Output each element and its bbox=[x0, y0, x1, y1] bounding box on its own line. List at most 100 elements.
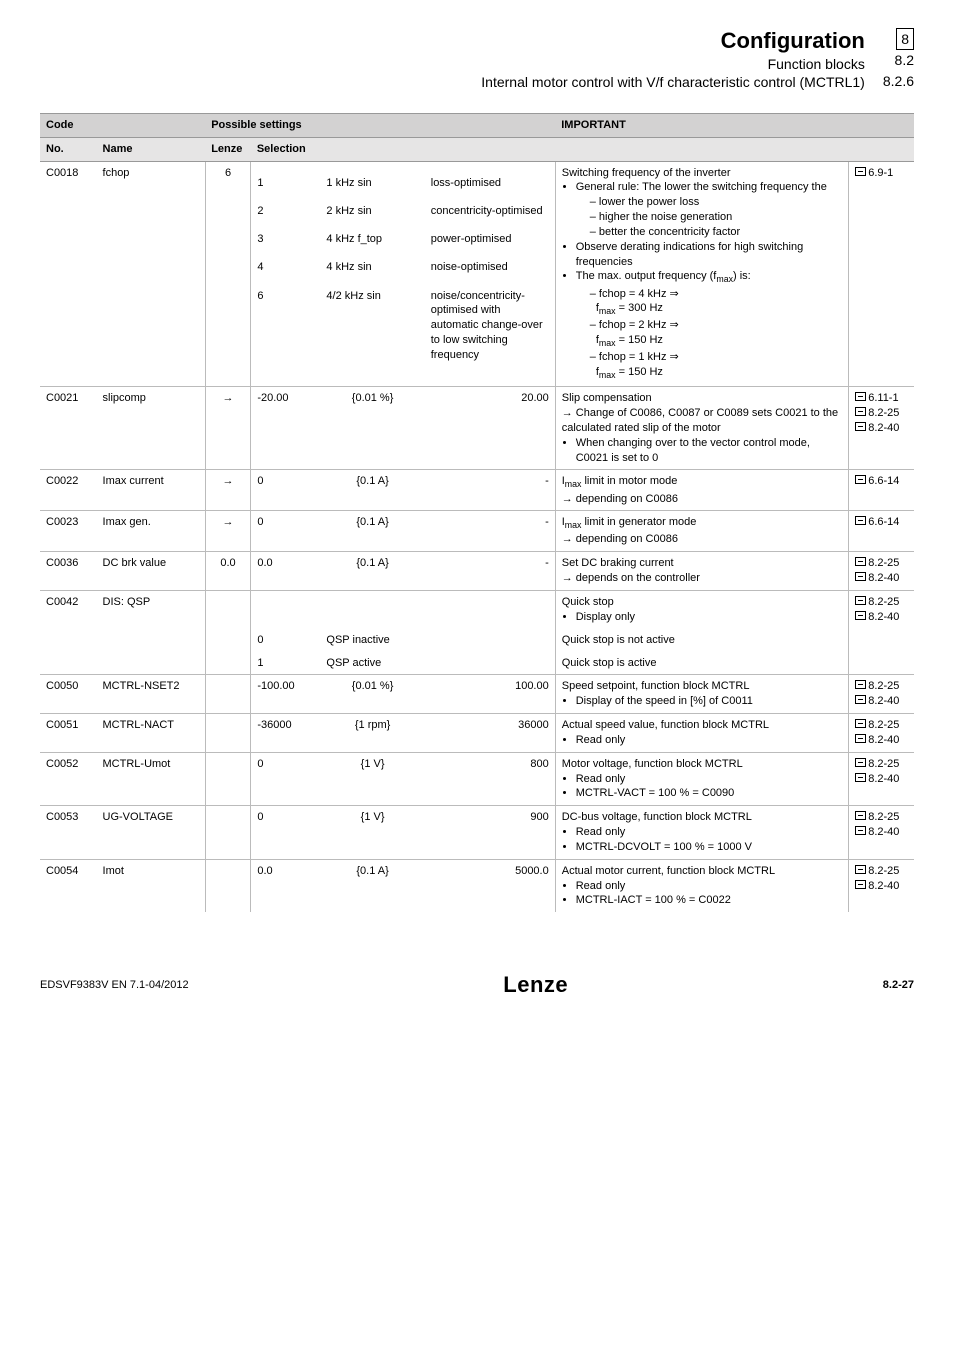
cell-no: C0023 bbox=[40, 511, 97, 552]
cell-sel-step: {1 V} bbox=[320, 752, 424, 806]
cell-sel-min: 0.0 bbox=[251, 859, 321, 912]
cell-sel-min: 0.0 bbox=[251, 552, 321, 591]
ref-link[interactable]: 6.6-14 bbox=[868, 475, 899, 487]
cell-sel-n: 2 bbox=[251, 200, 321, 228]
cell-no: C0050 bbox=[40, 675, 97, 714]
book-icon bbox=[855, 865, 866, 874]
cell-lenze: 6 bbox=[205, 161, 251, 387]
cell-ref: 6.11-1 8.2-25 8.2-40 bbox=[849, 387, 914, 470]
imp-bullet: MCTRL-IACT = 100 % = C0022 bbox=[576, 893, 842, 908]
cell-important: Imax limit in generator mode → depending… bbox=[555, 511, 848, 552]
cell-sel-max: 36000 bbox=[425, 714, 555, 753]
cell-important: Switching frequency of the inverter Gene… bbox=[555, 161, 848, 387]
imp-top: Switching frequency of the inverter bbox=[562, 166, 842, 181]
imp-arrow: → depending on C0086 bbox=[562, 532, 842, 547]
book-icon bbox=[855, 695, 866, 704]
header-subtitle-1: Function blocks bbox=[40, 56, 865, 72]
imp-sub: fchop = 4 kHz ⇒ fmax = 300 Hz bbox=[590, 287, 842, 319]
imp-title: Speed setpoint, function block MCTRL bbox=[562, 679, 842, 694]
ref-link[interactable]: 8.2-40 bbox=[868, 572, 899, 584]
book-icon bbox=[855, 680, 866, 689]
cell-sel-header bbox=[251, 590, 555, 628]
cell-sel-step: {0.01 %} bbox=[320, 387, 424, 470]
ref-link[interactable]: 6.6-14 bbox=[868, 516, 899, 528]
ref-link[interactable]: 8.2-40 bbox=[868, 826, 899, 838]
cell-name: DIS: QSP bbox=[97, 590, 206, 674]
book-icon bbox=[855, 880, 866, 889]
cell-important: DC-bus voltage, function block MCTRL Rea… bbox=[555, 806, 848, 860]
cell-ref: 8.2-25 8.2-40 bbox=[849, 714, 914, 753]
ref-link[interactable]: 8.2-25 bbox=[868, 719, 899, 731]
footer-page-number: 8.2-27 bbox=[883, 979, 914, 991]
cell-no: C0054 bbox=[40, 859, 97, 912]
ref-link[interactable]: 6.9-1 bbox=[868, 167, 893, 179]
ref-link[interactable]: 8.2-40 bbox=[868, 880, 899, 892]
ref-link[interactable]: 8.2-25 bbox=[868, 865, 899, 877]
cell-sel-b: noise/concentricity-optimised with autom… bbox=[425, 285, 555, 387]
ref-link[interactable]: 8.2-25 bbox=[868, 557, 899, 569]
imp-sub: fchop = 1 kHz ⇒ fmax = 150 Hz bbox=[590, 350, 842, 382]
book-icon bbox=[855, 758, 866, 767]
imp-sub: higher the noise generation bbox=[590, 210, 842, 225]
ref-link[interactable]: 8.2-25 bbox=[868, 680, 899, 692]
cell-lenze: 0.0 bbox=[205, 552, 251, 591]
ref-link[interactable]: 8.2-40 bbox=[868, 734, 899, 746]
book-icon bbox=[855, 475, 866, 484]
cell-name: fchop bbox=[97, 161, 206, 387]
cell-sel-max: 800 bbox=[425, 752, 555, 806]
cell-name: Imax gen. bbox=[97, 511, 206, 552]
cell-lenze bbox=[205, 714, 251, 753]
book-icon bbox=[855, 392, 866, 401]
cell-no: C0036 bbox=[40, 552, 97, 591]
th-possible-settings: Possible settings bbox=[205, 113, 555, 137]
ref-link[interactable]: 8.2-25 bbox=[868, 407, 899, 419]
imp-bullet: MCTRL-DCVOLT = 100 % = 1000 V bbox=[576, 840, 842, 855]
imp-bullet: Read only bbox=[576, 825, 842, 840]
book-icon bbox=[855, 516, 866, 525]
ref-link[interactable]: 8.2-40 bbox=[868, 773, 899, 785]
cell-important: Quick stop Display only bbox=[555, 590, 848, 628]
cell-sel-a: 4/2 kHz sin bbox=[320, 285, 424, 387]
cell-sel-text: QSP inactive bbox=[320, 629, 555, 652]
cell-no: C0052 bbox=[40, 752, 97, 806]
header-section-numbers: 8 8.2 8.2.6 bbox=[883, 28, 914, 91]
cell-sel-step: {0.1 A} bbox=[320, 552, 424, 591]
book-icon bbox=[855, 826, 866, 835]
imp-bullet: Observe derating indications for high sw… bbox=[576, 240, 842, 270]
footer-logo: Lenze bbox=[503, 972, 568, 998]
cell-important: Quick stop is active bbox=[555, 652, 848, 675]
ref-link[interactable]: 8.2-40 bbox=[868, 422, 899, 434]
cell-ref: 8.2-25 8.2-40 bbox=[849, 859, 914, 912]
imp-sub: fchop = 2 kHz ⇒ fmax = 150 Hz bbox=[590, 318, 842, 350]
cell-sel-max: 20.00 bbox=[425, 387, 555, 470]
book-icon bbox=[855, 167, 866, 176]
th-selection: Selection bbox=[251, 137, 555, 161]
book-icon bbox=[855, 596, 866, 605]
cell-sel-min: -100.00 bbox=[251, 675, 321, 714]
cell-lenze: → bbox=[205, 470, 251, 511]
cell-sel-n: 6 bbox=[251, 285, 321, 387]
imp-bullet: Display of the speed in [%] of C0011 bbox=[576, 694, 842, 709]
cell-important: Set DC braking current → depends on the … bbox=[555, 552, 848, 591]
header-subtitle-2: Internal motor control with V/f characte… bbox=[40, 74, 865, 90]
cell-sel-n: 4 bbox=[251, 256, 321, 284]
cell-ref: 6.9-1 bbox=[849, 161, 914, 387]
cell-sel-step: {0.01 %} bbox=[320, 675, 424, 714]
ref-link[interactable]: 8.2-40 bbox=[868, 695, 899, 707]
cell-lenze: → bbox=[205, 511, 251, 552]
table-row: C0022 Imax current → 0 {0.1 A} - Imax li… bbox=[40, 470, 914, 511]
imp-title: Quick stop bbox=[562, 595, 842, 610]
th-important: IMPORTANT bbox=[555, 113, 914, 137]
ref-link[interactable]: 8.2-25 bbox=[868, 596, 899, 608]
cell-name: slipcomp bbox=[97, 387, 206, 470]
section-number-b: 8.2 bbox=[883, 50, 914, 70]
ref-link[interactable]: 8.2-40 bbox=[868, 611, 899, 623]
page-header: Configuration Function blocks Internal m… bbox=[40, 28, 914, 91]
book-icon bbox=[855, 557, 866, 566]
cell-ref: 8.2-25 8.2-40 bbox=[849, 552, 914, 591]
ref-link[interactable]: 6.11-1 bbox=[868, 392, 898, 404]
imp-title: Set DC braking current bbox=[562, 556, 842, 571]
ref-link[interactable]: 8.2-25 bbox=[868, 811, 899, 823]
ref-link[interactable]: 8.2-25 bbox=[868, 758, 899, 770]
th-code: Code bbox=[40, 113, 205, 137]
